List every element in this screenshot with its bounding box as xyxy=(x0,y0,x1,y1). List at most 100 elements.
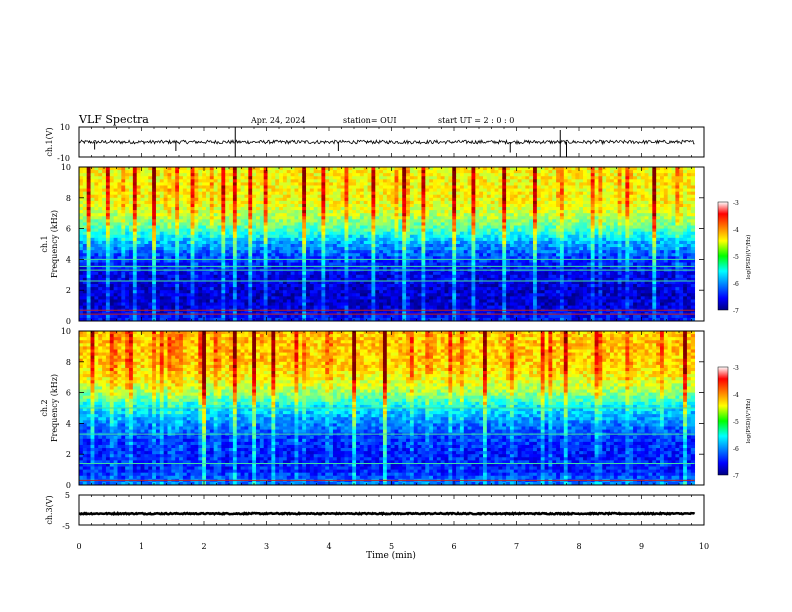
spectrogram-cell xyxy=(132,259,138,263)
spectrogram-cell xyxy=(590,194,595,199)
spectrogram-cell xyxy=(240,237,245,242)
spectrogram-cell xyxy=(406,207,411,211)
spectrogram-cell xyxy=(690,216,696,220)
spectrogram-cell xyxy=(586,216,592,220)
spectrogram-cell xyxy=(198,228,203,233)
spectrogram-cell xyxy=(213,244,218,248)
spectrogram-cell xyxy=(86,216,91,220)
spectrogram-cell xyxy=(406,203,411,208)
spectrogram-cell xyxy=(329,253,334,257)
spectrogram-cell xyxy=(490,228,495,233)
spectrogram-cell xyxy=(409,256,415,260)
spectrogram-cell xyxy=(209,182,215,186)
spectrogram-cell xyxy=(452,237,457,242)
spectrogram-cell xyxy=(321,182,326,186)
spectrogram-cell xyxy=(606,256,611,260)
spectrogram-cell xyxy=(552,231,557,236)
spectrogram-cell xyxy=(140,237,145,242)
spectrogram-cell xyxy=(186,200,191,205)
spectrogram-cell xyxy=(279,170,284,174)
spectrogram-cell xyxy=(579,197,584,202)
spectrogram-cell xyxy=(486,244,492,248)
spectrogram-cell xyxy=(467,247,472,251)
spectrogram-cell xyxy=(136,259,141,263)
spectrogram-cell xyxy=(255,231,261,236)
spectrogram-cell xyxy=(417,256,422,260)
spectrogram-cell xyxy=(652,256,657,260)
spectrogram-cell xyxy=(263,197,268,202)
spectrogram-cell xyxy=(613,200,619,205)
spectrogram-cell xyxy=(302,213,307,217)
spectrogram-cell xyxy=(625,179,630,183)
spectrogram-cell xyxy=(390,176,395,180)
spectrogram-cell xyxy=(302,219,307,223)
spectrogram-cell xyxy=(394,200,399,205)
spectrogram-cell xyxy=(240,203,245,208)
spectrogram-cell xyxy=(548,213,553,217)
spectrogram-cell xyxy=(513,188,519,193)
station-label: station= OUI xyxy=(343,116,397,125)
spectrogram-cell xyxy=(394,234,399,239)
spectrogram-cell xyxy=(205,207,211,211)
spectrogram-cell xyxy=(544,228,549,233)
spectrogram-cell xyxy=(105,170,111,174)
spectrogram-cell xyxy=(636,222,642,226)
spectrogram-cell xyxy=(529,213,534,217)
spectrogram-cell xyxy=(683,188,688,193)
spectrogram-cell xyxy=(309,231,315,236)
spectrogram-cell xyxy=(459,237,465,242)
spectrogram-cell xyxy=(252,203,257,208)
spectrogram-cell xyxy=(159,200,165,205)
spectrogram-cell xyxy=(202,182,207,186)
spectrogram-cell xyxy=(317,176,322,180)
spectrogram-cell xyxy=(113,256,118,260)
spectrogram-cell xyxy=(121,182,126,186)
spectrogram-cell xyxy=(429,225,434,229)
spectrogram-cell xyxy=(552,225,557,229)
spectrogram-cell xyxy=(202,176,207,180)
spectrogram-cell xyxy=(402,228,407,233)
spectrogram-cell xyxy=(413,188,418,193)
spectrogram-cell xyxy=(506,179,511,183)
spectrogram-cell xyxy=(463,237,469,242)
spectrogram-cell xyxy=(298,247,303,251)
spectrogram-cell xyxy=(456,250,461,254)
spectrogram-cell xyxy=(594,213,599,217)
spectrogram-cell xyxy=(609,179,615,183)
spectrogram-cell xyxy=(440,256,445,260)
spectrogram-cell xyxy=(179,173,184,177)
spectrogram-cell xyxy=(313,219,318,223)
spectrogram-cell xyxy=(148,222,153,226)
spectrogram-cell xyxy=(317,228,322,233)
spectrogram-cell xyxy=(209,253,215,257)
spectrogram-cell xyxy=(179,237,184,242)
spectrogram-cell xyxy=(413,197,418,202)
spectrogram-cell xyxy=(205,234,211,239)
spectrogram-cell xyxy=(86,256,91,260)
spectrogram-cell xyxy=(117,185,122,189)
spectrogram-cell xyxy=(348,194,353,199)
spectrogram-cell xyxy=(225,228,230,233)
spectrogram-cell xyxy=(417,200,422,205)
spectrogram-cell xyxy=(125,225,130,229)
spectrogram-cell xyxy=(382,240,388,245)
spectrogram-cell xyxy=(579,250,584,254)
spectrogram-cell xyxy=(594,250,599,254)
spectrogram-cell xyxy=(132,237,138,242)
spectrogram-cell xyxy=(494,179,499,183)
spectrogram-cell xyxy=(613,182,619,186)
spectrogram-cell xyxy=(436,256,442,260)
spectrogram-cell xyxy=(309,188,315,193)
spectrogram-cell xyxy=(271,194,276,199)
spectrogram-cell xyxy=(244,222,249,226)
spectrogram-cell xyxy=(463,240,469,245)
spectrogram-cell xyxy=(236,247,241,251)
spectrogram-cell xyxy=(159,191,165,196)
spectrogram-cell xyxy=(479,182,484,186)
spectrogram-cell xyxy=(144,247,149,251)
spectrogram-cell xyxy=(240,231,245,236)
spectrogram-cell xyxy=(225,244,230,248)
spectrogram-cell xyxy=(475,234,480,239)
spectrogram-cell xyxy=(621,210,626,214)
spectrogram-cell xyxy=(352,197,357,202)
